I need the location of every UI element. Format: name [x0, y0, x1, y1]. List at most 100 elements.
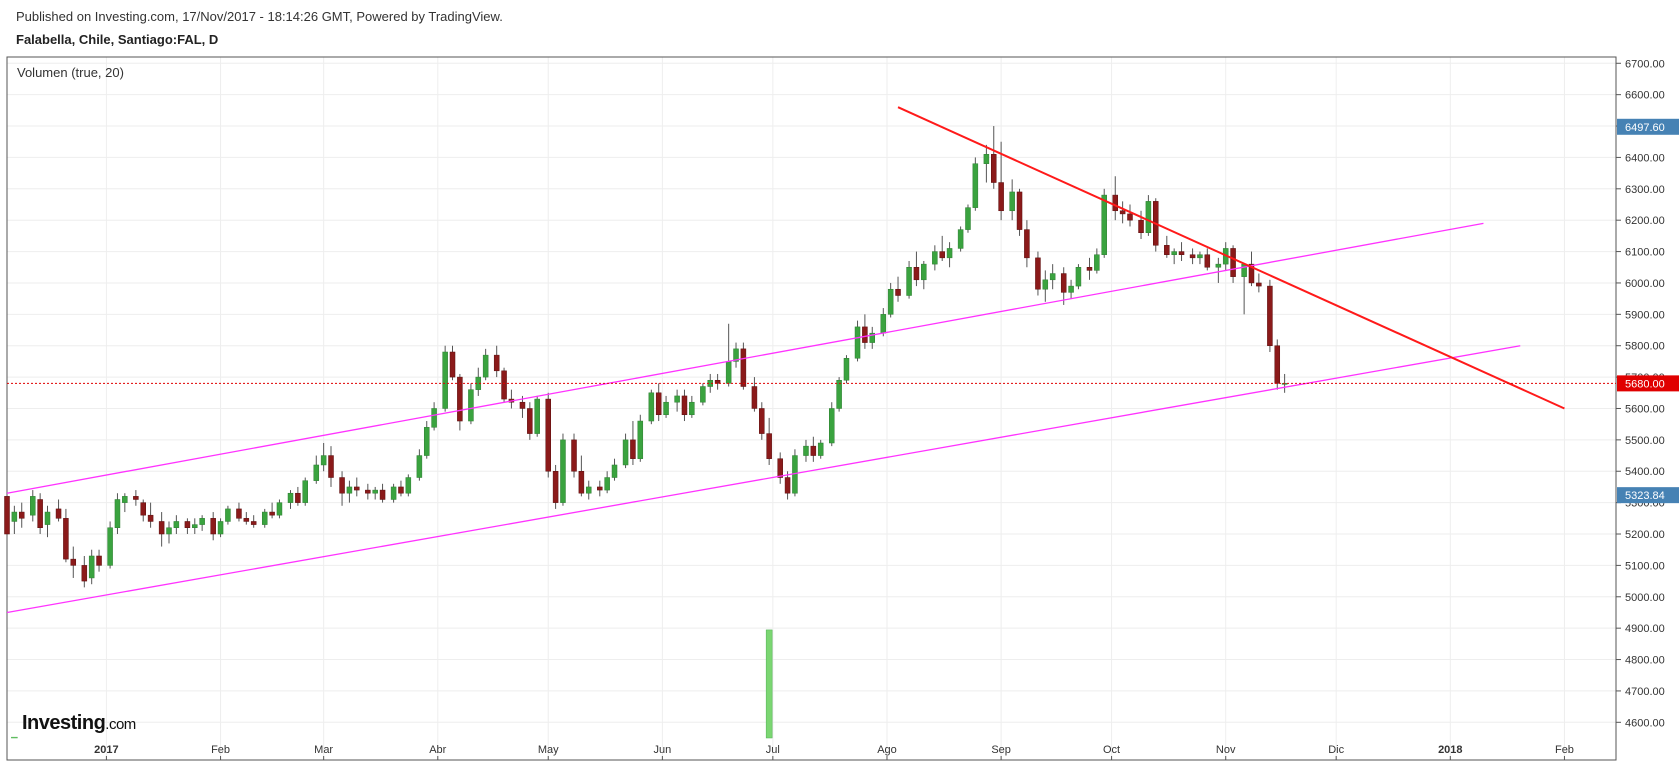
- candle-body: [114, 499, 121, 528]
- candle-body: [140, 502, 146, 516]
- candle-body: [784, 477, 791, 494]
- x-tick-label: Feb: [211, 744, 230, 756]
- candle-body: [1086, 267, 1093, 271]
- candle-body: [733, 348, 739, 362]
- x-tick-label: Dic: [1328, 744, 1344, 756]
- candle-body: [442, 351, 448, 409]
- candle-body: [759, 408, 765, 434]
- candle-body: [648, 392, 655, 422]
- candle-body: [545, 398, 551, 472]
- price-badges: 6497.60 5680.00 5323.84: [1617, 118, 1679, 504]
- candle-body: [287, 492, 294, 503]
- x-axis[interactable]: 2017 Feb Mar Abr May Jun Jul Ago Sep Oct Nov Dic 201…: [94, 744, 1574, 760]
- candle-body: [655, 392, 662, 416]
- candle-body: [1101, 194, 1107, 255]
- candle-body: [622, 439, 629, 466]
- candle-body: [11, 511, 18, 522]
- candle-body: [199, 518, 205, 525]
- candle-body: [501, 370, 507, 400]
- volume-bar: [765, 629, 773, 739]
- candle-body: [1035, 257, 1041, 290]
- candle-body: [236, 508, 242, 519]
- candle-body: [122, 496, 128, 503]
- x-tick-label: Mar: [314, 744, 333, 756]
- svg-text:Investing.com: Investing.com: [22, 712, 136, 734]
- candle-body: [1145, 201, 1152, 233]
- candle-body: [1248, 263, 1255, 284]
- candle-body: [972, 163, 979, 208]
- candle-body: [37, 499, 43, 528]
- candle-body: [44, 511, 51, 525]
- candle-body: [133, 496, 139, 500]
- candle-body: [70, 558, 77, 566]
- candle-body: [611, 464, 618, 478]
- candle-body: [689, 401, 695, 416]
- candle-body: [803, 445, 809, 456]
- candle-body: [493, 354, 500, 372]
- candle-body: [18, 511, 25, 519]
- y-tick-label: 5000.00: [1625, 592, 1665, 604]
- candle-body: [1016, 191, 1023, 230]
- candle-body: [1009, 191, 1015, 212]
- candle-body: [1127, 213, 1133, 221]
- candle-body: [276, 502, 283, 516]
- candle-body: [681, 395, 688, 416]
- candle-body: [939, 251, 945, 259]
- candle-body: [398, 486, 404, 494]
- y-tick-label: 5500.00: [1625, 435, 1665, 447]
- candle-body: [571, 439, 577, 472]
- channel-lower: [6, 345, 1521, 614]
- candle-body: [1068, 285, 1074, 293]
- candle-body: [261, 511, 268, 525]
- candle-body: [158, 521, 165, 535]
- candle-body: [416, 455, 423, 478]
- y-axis[interactable]: 4600.00 4700.00 4800.00 4900.00 5000.00 5100.…: [1616, 58, 1665, 729]
- price-badge-bg: [1617, 487, 1679, 504]
- x-tick-label: Sep: [991, 744, 1011, 756]
- candle-body: [269, 511, 275, 516]
- candle-body: [1138, 219, 1144, 233]
- y-tick-label: 6600.00: [1625, 90, 1665, 102]
- candle-body: [346, 486, 353, 494]
- symbol-title: Falabella, Chile, Santiago:FAL, D: [16, 32, 219, 47]
- candle-body: [862, 326, 868, 343]
- candle-body: [998, 182, 1004, 212]
- candle-body: [560, 439, 566, 503]
- candle-body: [1112, 194, 1119, 212]
- volume-bar: [11, 736, 18, 739]
- y-tick-label: 6000.00: [1625, 278, 1665, 290]
- price-badge-label: 5323.84: [1625, 490, 1665, 502]
- candle-body: [1267, 285, 1273, 346]
- price-badge-bg: [1617, 118, 1679, 135]
- y-tick-label: 6100.00: [1625, 247, 1665, 259]
- candle-body: [957, 229, 964, 249]
- y-tick-label: 6700.00: [1625, 58, 1665, 70]
- candle-body: [1024, 229, 1030, 259]
- y-tick-label: 6400.00: [1625, 152, 1665, 164]
- candle-body: [854, 326, 861, 359]
- candle-body: [1049, 273, 1056, 281]
- trend-line: [897, 106, 1565, 410]
- candle-body: [630, 439, 636, 459]
- candle-body: [63, 518, 69, 560]
- candle-body: [913, 267, 920, 281]
- candle-body: [354, 486, 360, 491]
- y-tick-label: 6200.00: [1625, 215, 1665, 227]
- x-tick-label: Nov: [1216, 744, 1236, 756]
- candle-body: [1119, 210, 1126, 215]
- candle-body: [578, 470, 585, 494]
- candle-body: [4, 496, 10, 535]
- candle-body: [449, 351, 456, 378]
- candle-body: [431, 408, 437, 428]
- candle-body: [1042, 279, 1049, 290]
- candle-body: [55, 508, 62, 519]
- candle-body: [184, 521, 191, 528]
- candle-body: [777, 458, 783, 478]
- y-tick-label: 5100.00: [1625, 560, 1665, 572]
- candle-body: [225, 508, 231, 522]
- candle-body: [1075, 267, 1082, 287]
- candle-body: [1274, 345, 1281, 384]
- y-tick-label: 5200.00: [1625, 529, 1665, 541]
